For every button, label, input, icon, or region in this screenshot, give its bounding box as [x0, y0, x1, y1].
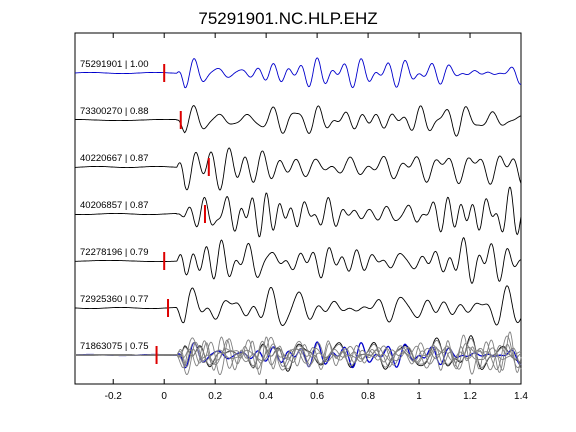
- overlay-group: [75, 331, 522, 376]
- xtick-label: 0.2: [208, 391, 222, 402]
- label-72278196: 72278196 | 0.79: [80, 247, 149, 258]
- trace-72278196: [75, 237, 522, 285]
- plot-frame: [74, 32, 522, 385]
- overlay-trace-40220667: [75, 338, 522, 376]
- label-40220667: 40220667 | 0.87: [80, 153, 149, 164]
- label-71863075: 71863075 | 0.75: [80, 341, 149, 352]
- xtick-label: 0.4: [259, 391, 273, 402]
- trace-72925360: [75, 285, 522, 326]
- overlay-trace-71863075: [75, 338, 522, 370]
- xtick-label: 1.4: [514, 391, 528, 402]
- xtick-label: 1.2: [463, 391, 477, 402]
- label-40206857: 40206857 | 0.87: [80, 200, 149, 211]
- label-72925360: 72925360 | 0.77: [80, 294, 149, 305]
- xtick-label: 0: [161, 391, 167, 402]
- xtick-label: 1: [416, 391, 422, 402]
- label-73300270: 73300270 | 0.88: [80, 106, 149, 117]
- chart-title: 75291901.NC.HLP.EHZ: [198, 9, 377, 28]
- xtick-label: 0.8: [361, 391, 375, 402]
- x-axis: -0.2 0 0.2 0.4 0.6 0.8 1 1.2 1.4: [105, 33, 528, 402]
- trace-40206857: [75, 186, 522, 238]
- xtick-label: 0.6: [310, 391, 324, 402]
- traces-group: [75, 57, 522, 372]
- picks-group: [155, 64, 210, 364]
- trace-40220667: [75, 147, 522, 191]
- trace-75291901: [75, 57, 522, 89]
- xtick-label: -0.2: [105, 391, 123, 402]
- trace-73300270: [75, 105, 522, 137]
- trace-labels-group: 75291901 | 1.00 73300270 | 0.88 40220667 |…: [80, 59, 149, 352]
- label-75291901: 75291901 | 1.00: [80, 59, 149, 70]
